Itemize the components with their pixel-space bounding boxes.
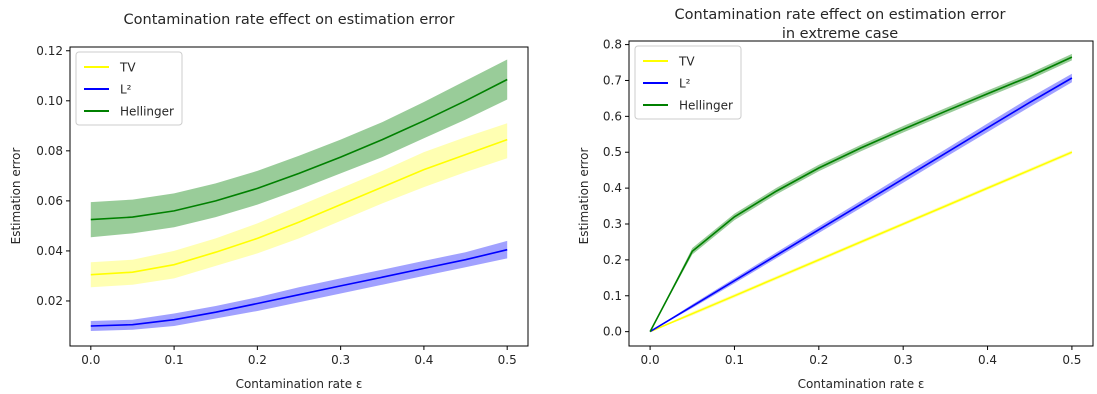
x-tick-label: 0.0 <box>81 353 100 367</box>
legend-label-0: TV <box>119 61 136 75</box>
y-tick-label: 0.1 <box>603 289 622 303</box>
legend: TV L² Hellinger <box>634 45 742 120</box>
y-tick-label: 0.4 <box>603 181 622 195</box>
plot-area <box>628 40 1094 347</box>
line-series-1 <box>90 248 508 327</box>
line-series-2 <box>90 78 508 221</box>
x-axis-label: Contamination rate ε <box>236 377 363 391</box>
y-tick-label: 0.2 <box>603 253 622 267</box>
x-tick-label: 0.3 <box>331 353 350 367</box>
chart-title-line-2: in extreme case <box>782 26 898 42</box>
x-tick-label: 0.2 <box>248 353 267 367</box>
line-series-1 <box>649 77 1073 333</box>
legend-box <box>75 51 183 126</box>
x-tick-label: 0.5 <box>1062 353 1081 367</box>
chart-panel-right: Contamination rate effect on estimation … <box>577 7 1094 391</box>
legend-label-1: L² <box>679 77 691 91</box>
legend-box <box>634 45 742 120</box>
y-tick-label: 0.12 <box>36 44 63 58</box>
y-tick-label: 0.02 <box>36 294 63 308</box>
x-tick-label: 0.4 <box>414 353 433 367</box>
y-tick-label: 0.06 <box>36 194 63 208</box>
plot-area <box>69 46 529 347</box>
legend-label-2: Hellinger <box>120 105 174 119</box>
y-tick-label: 0.08 <box>36 144 63 158</box>
y-tick-label: 0.3 <box>603 217 622 231</box>
band-series-2 <box>90 59 508 238</box>
band-series-0 <box>90 123 508 288</box>
y-tick-label: 0.04 <box>36 244 63 258</box>
x-axis-label: Contamination rate ε <box>798 377 925 391</box>
y-tick-label: 0.8 <box>603 38 622 52</box>
legend-label-2: Hellinger <box>679 99 733 113</box>
line-series-2 <box>649 56 1073 332</box>
y-tick-label: 0.7 <box>603 73 622 87</box>
y-tick-label: 0.6 <box>603 109 622 123</box>
x-tick-label: 0.3 <box>894 353 913 367</box>
x-tick-label: 0.5 <box>498 353 517 367</box>
x-tick-label: 0.1 <box>165 353 184 367</box>
chart-panel-left: Contamination rate effect on estimation … <box>9 12 529 391</box>
x-tick-label: 0.2 <box>809 353 828 367</box>
y-axis-label: Estimation error <box>9 148 23 245</box>
chart-title-line-1: Contamination rate effect on estimation … <box>124 12 455 28</box>
x-tick-label: 0.0 <box>641 353 660 367</box>
legend-label-0: TV <box>678 55 695 69</box>
x-tick-label: 0.4 <box>978 353 997 367</box>
y-tick-label: 0.10 <box>36 94 63 108</box>
line-series-0 <box>90 138 508 276</box>
y-axis-label: Estimation error <box>577 148 591 245</box>
x-tick-label: 0.1 <box>725 353 744 367</box>
legend: TV L² Hellinger <box>75 51 183 126</box>
line-series-0 <box>649 151 1073 333</box>
y-tick-label: 0.5 <box>603 145 622 159</box>
chart-title-line-1: Contamination rate effect on estimation … <box>675 7 1006 23</box>
band-series-1 <box>90 240 508 331</box>
y-tick-label: 0.0 <box>603 325 622 339</box>
legend-label-1: L² <box>120 83 132 97</box>
